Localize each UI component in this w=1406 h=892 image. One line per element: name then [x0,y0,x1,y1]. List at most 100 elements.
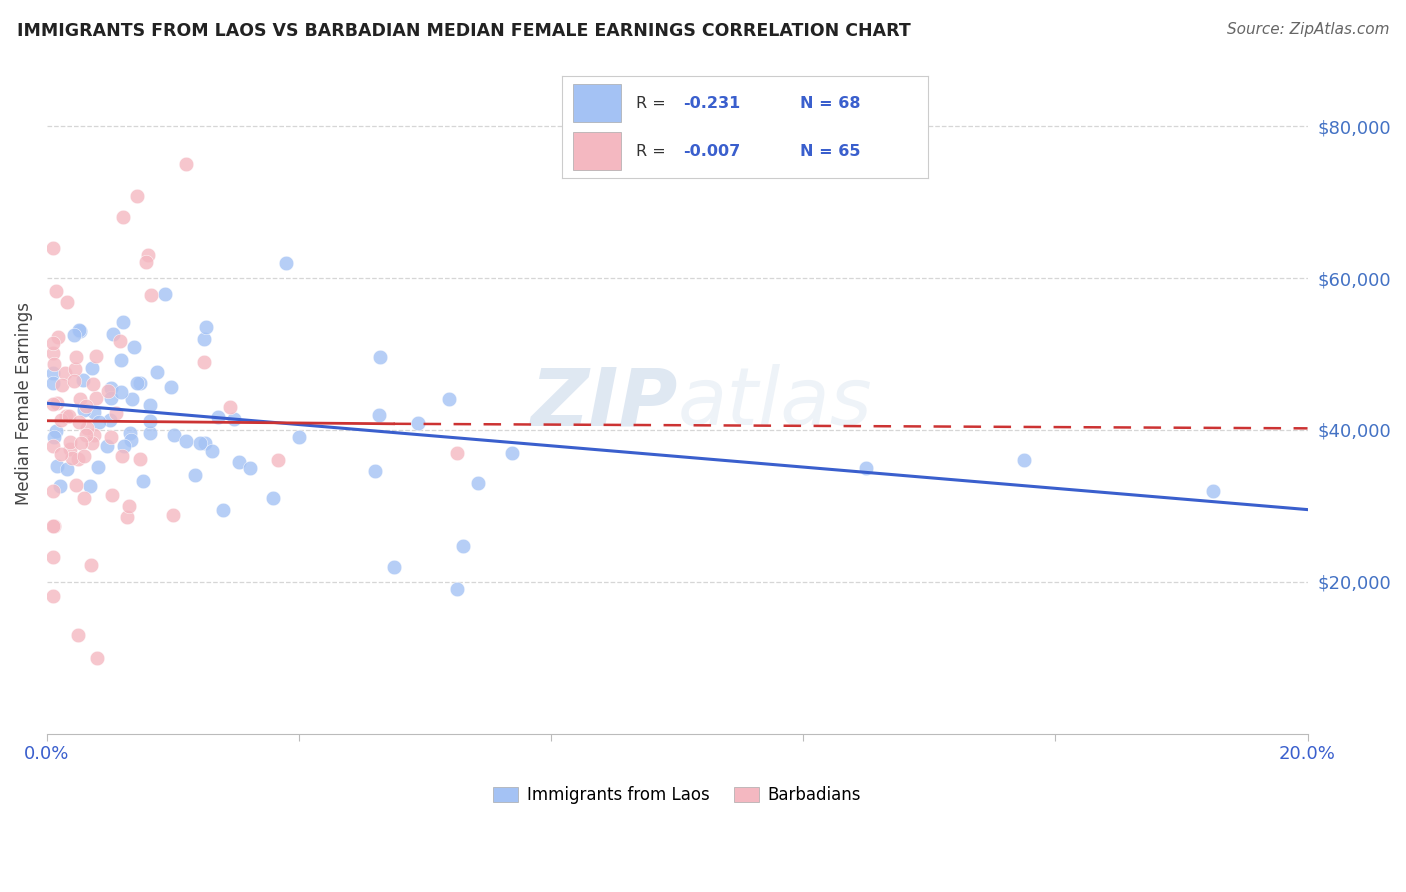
Point [193,436,215,450]
Point [75,428,97,442]
Text: ZIP: ZIP [530,364,678,442]
Point [239,460,262,475]
Point [104,406,127,420]
Point [59,434,82,449]
Point [207,409,229,424]
Point [368,350,391,364]
Point [120,434,142,448]
Point [55,461,77,475]
Point [42,519,65,533]
Point [42,366,65,380]
Point [120,425,142,440]
Point [1012,453,1035,467]
Point [79,479,101,493]
Point [58,409,80,424]
Point [467,475,489,490]
Point [111,315,134,329]
Point [129,376,152,391]
Point [63,374,86,388]
Point [83,405,105,419]
Point [46,459,69,474]
Point [163,428,186,442]
Point [86,650,108,665]
Point [146,365,169,379]
Point [42,346,65,360]
Point [55,409,77,423]
Point [139,287,162,301]
Point [124,340,146,354]
Point [60,450,83,465]
Point [73,449,96,463]
Point [103,327,125,342]
Point [42,397,65,411]
Point [364,464,387,478]
Point [65,362,87,376]
Point [84,349,107,363]
Point [45,396,67,410]
Point [67,323,90,337]
Point [82,376,104,391]
Point [67,628,90,642]
Point [44,357,66,371]
Point [84,391,107,405]
Text: -0.231: -0.231 [683,95,741,111]
Point [89,415,111,429]
Point [67,451,90,466]
Point [73,491,96,505]
Point [193,355,215,369]
Point [446,582,468,597]
Point [65,477,87,491]
Point [42,484,65,499]
Point [193,332,215,346]
Point [100,391,122,405]
Point [501,445,523,459]
FancyBboxPatch shape [574,132,621,170]
Text: R =: R = [636,95,665,111]
Point [118,499,141,513]
Point [855,460,877,475]
Point [100,430,122,444]
Point [96,439,118,453]
Point [224,412,246,426]
Point [262,491,284,506]
Point [76,420,98,434]
Point [184,467,207,482]
Point [45,285,67,299]
Point [115,509,138,524]
Point [128,452,150,467]
Point [160,380,183,394]
Point [49,447,72,461]
Point [63,328,86,343]
Point [153,287,176,301]
Point [80,436,103,450]
Point [406,416,429,430]
Point [73,403,96,417]
Point [1202,483,1225,498]
Point [288,430,311,444]
Point [69,325,91,339]
Point [451,539,474,553]
Point [42,376,65,390]
Point [42,550,65,565]
Point [59,442,82,456]
Point [51,378,73,392]
Point [65,351,87,365]
Point [87,459,110,474]
Point [125,376,148,390]
Point [139,414,162,428]
Point [201,444,224,458]
Point [72,373,94,387]
Point [188,435,211,450]
Point [75,400,97,414]
Point [132,475,155,489]
Point [176,434,198,449]
Point [382,559,405,574]
Point [48,330,70,344]
Text: -0.007: -0.007 [683,144,741,159]
Point [138,398,160,412]
Point [110,352,132,367]
Point [100,488,122,502]
Point [138,426,160,441]
Point [111,211,134,225]
Legend: Immigrants from Laos, Barbadians: Immigrants from Laos, Barbadians [486,780,868,811]
